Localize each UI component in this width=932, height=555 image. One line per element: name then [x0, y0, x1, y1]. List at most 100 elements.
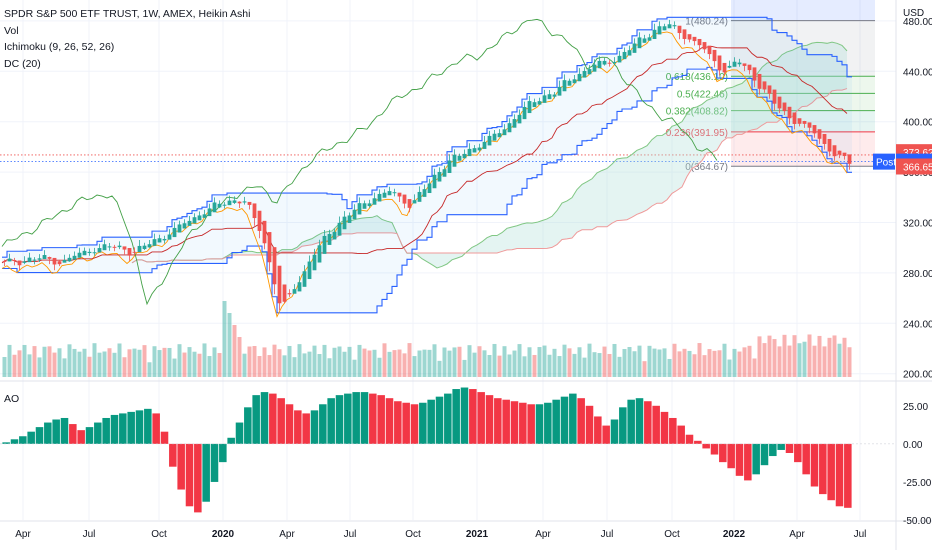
volume-bar — [537, 347, 542, 377]
candle-body — [62, 260, 67, 263]
candle-body — [812, 125, 817, 134]
candle-body — [217, 203, 222, 208]
candle-body — [267, 232, 272, 263]
candle-body — [52, 257, 57, 265]
fib-retracement[interactable]: 1(480.24) 0.618(436.10) 0.5(422.46) 0.382(4… — [0, 0, 896, 173]
cloud-fill — [132, 42, 847, 268]
candle-body — [582, 70, 587, 78]
volume-bar — [427, 349, 432, 377]
time-tick-label: Apr — [279, 529, 295, 540]
ao-bar — [502, 399, 510, 444]
volume-bar — [352, 359, 357, 377]
ao-bar — [69, 424, 77, 444]
symbol-title[interactable]: SPDR S&P 500 ETF TRUST, 1W, AMEX, Heikin… — [4, 8, 251, 20]
time-tick-label: Apr — [535, 529, 551, 540]
volume-bar — [812, 345, 817, 377]
volume-bar — [692, 354, 697, 377]
candle-body — [192, 217, 197, 224]
price-tick-label: 240.00 — [903, 319, 932, 330]
candle-body — [37, 258, 42, 260]
ao-bar — [544, 402, 552, 444]
candle-body — [607, 62, 612, 64]
volume-bar — [802, 341, 807, 377]
ao-bar — [577, 398, 585, 444]
candle-body — [337, 222, 342, 236]
volume-bar — [647, 345, 652, 377]
ao-bar — [10, 439, 19, 444]
candle-body — [72, 255, 77, 260]
candle-body — [512, 119, 517, 128]
candle-body — [22, 261, 27, 263]
indicator-vol[interactable]: Vol — [4, 24, 19, 37]
volume-bar — [642, 361, 647, 377]
volume-bar — [47, 346, 52, 377]
candle-body — [447, 160, 452, 173]
volume-bar — [57, 348, 62, 377]
volume-bar — [497, 355, 502, 377]
volume-bar — [487, 354, 492, 377]
volume-bar — [297, 344, 302, 377]
volume-bar — [292, 357, 297, 377]
candle-body — [707, 45, 712, 55]
candle-body — [452, 154, 457, 167]
ao-bar — [135, 410, 144, 444]
ao-bar — [227, 437, 235, 444]
ao-bar — [485, 395, 494, 444]
ao-bar — [52, 419, 60, 444]
volume-bar — [577, 347, 582, 377]
fib-zone-band — [731, 20, 875, 77]
candle-body — [67, 257, 72, 262]
fib-level-label: 0.5(422.46) — [677, 89, 728, 100]
ao-bar — [619, 407, 627, 444]
candle-body — [252, 203, 257, 219]
volume-bar — [657, 349, 662, 377]
volume-bar — [337, 346, 342, 377]
candle-body — [157, 238, 162, 243]
candle-body — [127, 247, 132, 256]
volume-bar — [102, 351, 107, 377]
ao-bar — [510, 401, 519, 444]
indicator-ichimoku[interactable]: Ichimoku (9, 26, 52, 26) — [4, 41, 115, 53]
ao-bar — [185, 443, 194, 507]
volume-bar — [477, 346, 482, 377]
candle-body — [477, 147, 482, 151]
volume-bar — [97, 352, 102, 377]
volume-bar — [462, 359, 467, 377]
candle-body — [782, 102, 787, 112]
candle-body — [497, 133, 502, 138]
volume-bar — [187, 347, 192, 377]
time-tick-label: Oct — [664, 529, 680, 540]
volume-bar — [282, 355, 287, 377]
volume-bar — [347, 346, 352, 377]
volume-bar — [132, 348, 137, 377]
candle-body — [687, 34, 692, 40]
candle-body — [412, 200, 417, 204]
candle-body — [82, 250, 87, 256]
candle-body — [182, 223, 187, 229]
volume-bar — [632, 351, 637, 377]
volume-bar — [67, 344, 72, 377]
volume-bar — [77, 351, 82, 377]
volume-bar — [527, 347, 532, 377]
ao-panel-title[interactable]: AO — [4, 393, 20, 405]
candle-body — [627, 50, 632, 56]
ao-bar — [494, 398, 502, 444]
ao-bar — [385, 398, 394, 444]
volume-bar — [637, 345, 642, 377]
volume-bar — [27, 354, 32, 377]
volume-bar — [202, 343, 207, 377]
volume-bar — [792, 335, 797, 377]
indicator-donchian[interactable]: DC (20) — [4, 57, 41, 70]
time-tick-label: Apr — [789, 529, 805, 540]
candle-body — [332, 231, 337, 240]
donchian-upper — [2, 16, 852, 258]
candle-body — [767, 85, 772, 94]
volume-bar — [237, 337, 242, 377]
ao-bar — [344, 393, 352, 444]
ao-bar — [419, 402, 427, 444]
volume-bar — [412, 356, 417, 377]
volume-bar — [42, 346, 47, 377]
ao-bar — [210, 443, 219, 482]
